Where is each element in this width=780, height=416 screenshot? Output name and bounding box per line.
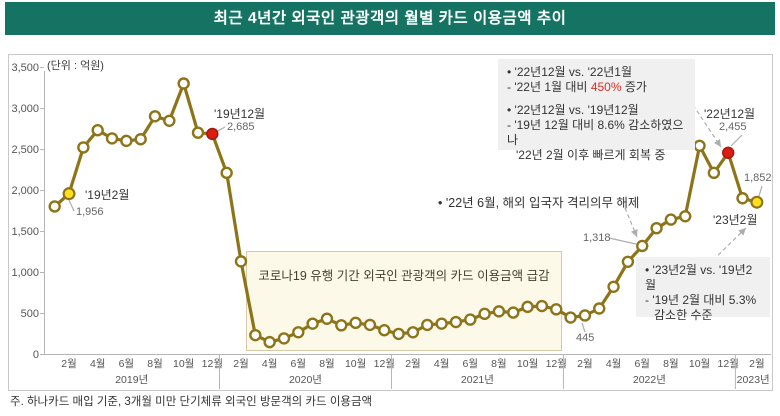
svg-text:4월: 4월 <box>434 358 450 370</box>
page-title: 최근 4년간 외국인 관광객의 월별 카드 이용금액 추이 <box>213 10 567 27</box>
svg-text:2월: 2월 <box>577 358 593 370</box>
svg-text:1,000: 1,000 <box>11 267 39 279</box>
point-value-jan2022: 445 <box>576 332 595 344</box>
svg-text:2023년: 2023년 <box>737 374 770 386</box>
svg-text:6월: 6월 <box>463 358 479 370</box>
annotation-line: • '22년12월 vs. '19년12월 <box>507 103 639 117</box>
point-label-feb2023: '23년2월 <box>713 213 758 227</box>
svg-text:2019년: 2019년 <box>115 374 148 386</box>
covid-annotation-text: 코로나19 유행 기간 외국인 관광객의 카드 이용금액 급감 <box>258 269 550 283</box>
point-value-feb2023: 1,852 <box>744 172 772 184</box>
svg-text:2월: 2월 <box>749 358 765 370</box>
annotation-line: • '22년12월 vs. '22년1월 <box>507 65 632 79</box>
annotation-line: '22년 2월 이후 빠르게 회복 중 <box>516 148 666 162</box>
svg-text:10월: 10월 <box>345 358 366 370</box>
point-value-jun2022: 1,318 <box>583 232 611 244</box>
line-chart-canvas: 0 500 1,000 1,500 2,000 2,500 3,000 3,500 2월 4월 6월… <box>11 62 771 389</box>
svg-text:10월: 10월 <box>517 358 538 370</box>
svg-text:2,500: 2,500 <box>11 144 39 156</box>
svg-text:2월: 2월 <box>61 358 77 370</box>
chart-panel: 코로나19 유행 기간 외국인 관광객의 카드 이용금액 급감 0 500 1,00… <box>8 54 773 391</box>
svg-text:0: 0 <box>33 349 39 361</box>
svg-text:3,500: 3,500 <box>11 62 39 74</box>
svg-text:2,000: 2,000 <box>11 185 39 197</box>
svg-text:8월: 8월 <box>319 358 335 370</box>
svg-text:6월: 6월 <box>119 358 135 370</box>
quarantine-release-note: • '22년 6월, 해외 입국자 격리의무 해제 <box>438 196 640 210</box>
svg-text:2022년: 2022년 <box>633 374 666 386</box>
svg-text:8월: 8월 <box>663 358 679 370</box>
comparison-annotation-box-2023: • '23년2월 vs. '19년2월 - '19년 2월 대비 5.3% 감소… <box>636 257 770 322</box>
svg-text:2월: 2월 <box>233 358 249 370</box>
svg-text:1,500: 1,500 <box>11 226 39 238</box>
svg-text:12월: 12월 <box>718 358 739 370</box>
point-value-dec2022: 2,455 <box>719 121 747 133</box>
point-label-dec2022: '22년12월 <box>704 107 756 121</box>
svg-text:4월: 4월 <box>90 358 106 370</box>
svg-text:10월: 10월 <box>173 358 194 370</box>
point-label-dec2019: '19년12월 <box>214 107 266 121</box>
svg-text:2021년: 2021년 <box>461 374 494 386</box>
annotation-line: - '19년 2월 대비 5.3% <box>645 293 757 307</box>
annotation-line: - '19년 12월 대비 8.6% 감소하였으나 <box>507 118 684 147</box>
annotation-line: 감소한 수준 <box>654 308 713 322</box>
svg-text:6월: 6월 <box>291 358 307 370</box>
svg-text:8월: 8월 <box>491 358 507 370</box>
svg-text:3,000: 3,000 <box>11 103 39 115</box>
point-label-feb2019: '19년2월 <box>85 188 130 202</box>
svg-text:2월: 2월 <box>405 358 421 370</box>
svg-text:500: 500 <box>21 308 39 320</box>
svg-text:8월: 8월 <box>147 358 163 370</box>
svg-text:10월: 10월 <box>689 358 710 370</box>
point-value-dec2019: 2,685 <box>227 121 255 133</box>
svg-text:2020년: 2020년 <box>289 374 322 386</box>
annotation-line: • '23년2월 vs. '19년2월 <box>645 263 753 292</box>
unit-label: (단위 : 억원) <box>47 60 104 72</box>
annotation-line: - '22년 1월 대비 450% 증가 <box>507 80 647 94</box>
svg-text:6월: 6월 <box>634 358 650 370</box>
point-value-feb2019: 1,956 <box>76 206 104 218</box>
svg-text:12월: 12월 <box>374 358 395 370</box>
highlight-450-percent: 450% <box>590 80 622 94</box>
svg-text:12월: 12월 <box>546 358 567 370</box>
chart-title-banner: 최근 4년간 외국인 관광객의 월별 카드 이용금액 추이 <box>5 2 775 35</box>
comparison-annotation-box-2022: • '22년12월 vs. '22년1월 - '22년 1월 대비 450% 증… <box>498 59 695 162</box>
source-footnote: 주. 하나카드 매입 기준, 3개월 미만 단기체류 외국인 방문객의 카드 이… <box>10 396 373 408</box>
svg-text:12월: 12월 <box>202 358 223 370</box>
svg-text:4월: 4월 <box>606 358 622 370</box>
svg-text:4월: 4월 <box>262 358 278 370</box>
